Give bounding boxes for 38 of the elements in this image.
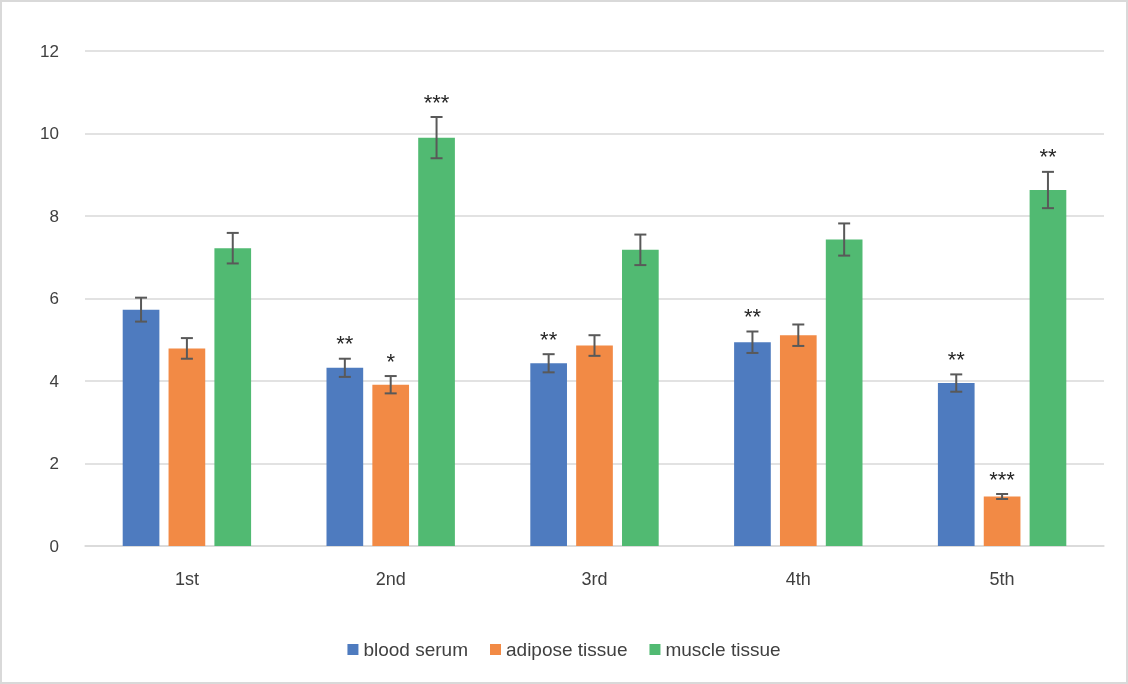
y-tick-label: 12: [40, 41, 59, 61]
bar: [825, 239, 863, 546]
bar: [937, 383, 975, 546]
bar: [1029, 190, 1067, 546]
y-tick-label: 0: [49, 536, 59, 556]
data-label: **: [336, 331, 354, 357]
x-tick-label: 4th: [785, 569, 811, 589]
y-tick-label: 2: [49, 454, 59, 473]
bar: [779, 335, 817, 546]
y-tick-label: 6: [49, 289, 59, 308]
x-tick-label: 5th: [989, 569, 1015, 589]
data-label: ***: [989, 466, 1016, 492]
bar: [214, 248, 252, 546]
x-tick-label: 3rd: [581, 569, 608, 589]
legend-label: muscle tissue: [665, 639, 781, 660]
bar: [372, 384, 410, 546]
bar: [983, 496, 1021, 546]
legend-label: blood serum: [363, 639, 468, 660]
bar: [734, 342, 771, 546]
data-label: **: [540, 326, 558, 352]
bar: [622, 249, 659, 546]
data-label: *: [386, 348, 396, 374]
bar: [576, 345, 613, 546]
data-label: ***: [423, 89, 450, 115]
bar: [168, 348, 206, 546]
y-tick-label: 10: [40, 124, 59, 143]
data-label: **: [1039, 144, 1057, 170]
x-tick-label: 2nd: [375, 569, 406, 589]
bar: [326, 367, 364, 546]
y-tick-label: 8: [49, 206, 59, 226]
bar: [122, 309, 160, 546]
bar: [418, 137, 455, 546]
y-tick-label: 4: [49, 371, 59, 391]
data-label: **: [947, 346, 966, 372]
bar: [530, 363, 567, 546]
data-label: **: [743, 304, 762, 329]
x-tick-label: 1st: [174, 569, 199, 589]
legend-label: adipose tissue: [506, 639, 628, 660]
